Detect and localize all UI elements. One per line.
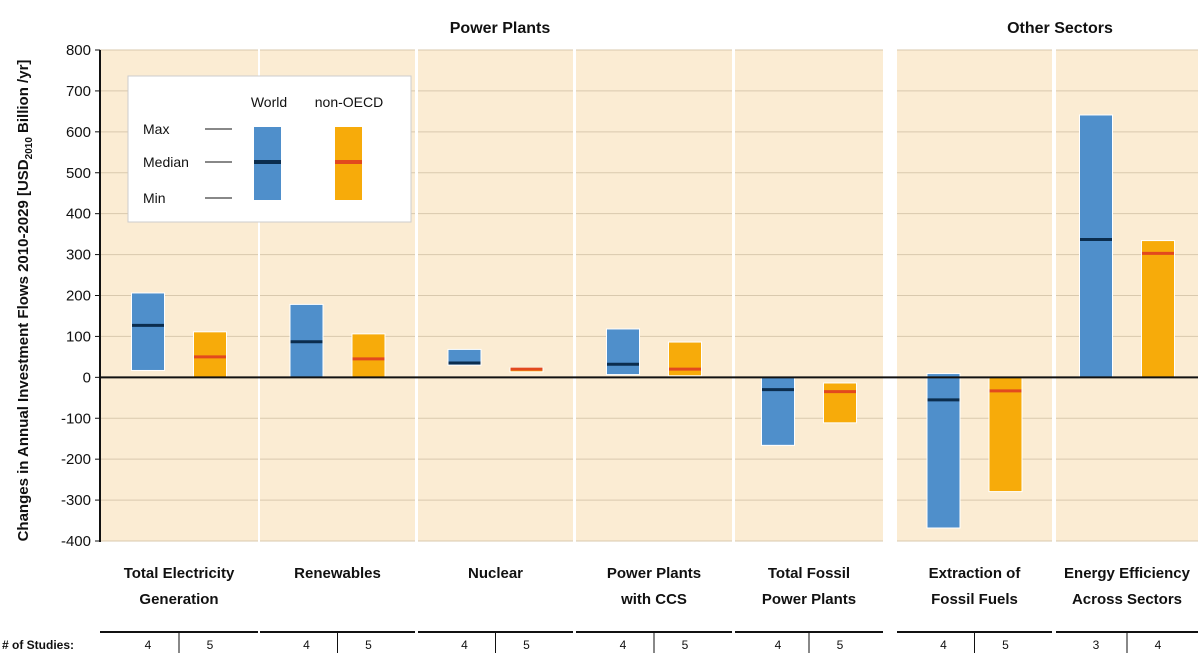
studies-count-world: 4	[940, 638, 947, 652]
y-tick-label: -300	[61, 492, 91, 509]
group-title-other-sectors: Other Sectors	[1007, 20, 1113, 37]
y-axis-label: Changes in Annual Investment Flows 2010-…	[15, 60, 35, 542]
category-label: with CCS	[620, 591, 687, 608]
world-5-bar	[927, 374, 960, 528]
y-tick-label: 800	[66, 42, 91, 59]
nonoecd-5-bar	[989, 377, 1022, 492]
y-tick-label: 700	[66, 83, 91, 100]
category-label: Nuclear	[468, 565, 523, 582]
y-tick-label: 500	[66, 165, 91, 182]
category-label: Extraction of	[929, 565, 1022, 582]
studies-count-world: 4	[461, 638, 468, 652]
category-label: Total Fossil	[768, 565, 850, 582]
y-tick-label: 0	[83, 369, 91, 386]
studies-count-world: 3	[1093, 638, 1100, 652]
studies-count-nonoecd: 5	[523, 638, 530, 652]
category-label: Renewables	[294, 565, 381, 582]
category-label: Power Plants	[762, 591, 856, 608]
y-tick-label: 200	[66, 288, 91, 305]
studies-count-world: 4	[620, 638, 627, 652]
studies-count-nonoecd: 5	[682, 638, 689, 652]
category-label: Across Sectors	[1072, 591, 1182, 608]
y-axis-label-subscript: 2010	[24, 137, 35, 160]
category-label: Energy Efficiency	[1064, 565, 1191, 582]
studies-count-nonoecd: 5	[207, 638, 214, 652]
legend-nonoecd-label: non-OECD	[315, 94, 383, 110]
y-tick-label: 100	[66, 328, 91, 345]
nonoecd-0-bar	[194, 332, 226, 378]
y-tick-label: -100	[61, 410, 91, 427]
category-label: Power Plants	[607, 565, 701, 582]
category-label: Fossil Fuels	[931, 591, 1018, 608]
studies-row-label: # of Studies:	[2, 638, 74, 652]
world-6-bar	[1080, 115, 1112, 378]
category-label: Total Electricity	[124, 565, 235, 582]
y-tick-label: 400	[66, 206, 91, 223]
studies-count-world: 4	[145, 638, 152, 652]
y-tick-label: 600	[66, 124, 91, 141]
group-title-power-plants: Power Plants	[450, 20, 551, 37]
studies-count-world: 4	[775, 638, 782, 652]
legend-median-label: Median	[143, 154, 189, 170]
y-tick-label: -400	[61, 533, 91, 550]
legend-max-label: Max	[143, 121, 169, 137]
y-tick-label: -200	[61, 451, 91, 468]
studies-count-nonoecd: 4	[1155, 638, 1162, 652]
studies-count-nonoecd: 5	[365, 638, 372, 652]
legend-min-label: Min	[143, 190, 166, 206]
studies-count-world: 4	[303, 638, 310, 652]
nonoecd-6-bar	[1142, 241, 1174, 378]
y-axis-label-unit: Billion /yr]	[15, 60, 32, 138]
y-tick-label: 300	[66, 247, 91, 264]
nonoecd-4-bar	[824, 383, 856, 423]
nonoecd-1-bar	[352, 334, 385, 378]
world-4-bar	[762, 377, 794, 445]
world-0-bar	[132, 293, 164, 370]
legend-world-label: World	[251, 94, 287, 110]
category-label: Generation	[139, 591, 218, 608]
world-3-bar	[607, 329, 639, 375]
studies-count-nonoecd: 5	[837, 638, 844, 652]
studies-count-nonoecd: 5	[1002, 638, 1009, 652]
y-axis-label-main: Changes in Annual Investment Flows 2010-…	[15, 159, 32, 541]
world-2-bar	[448, 349, 481, 365]
